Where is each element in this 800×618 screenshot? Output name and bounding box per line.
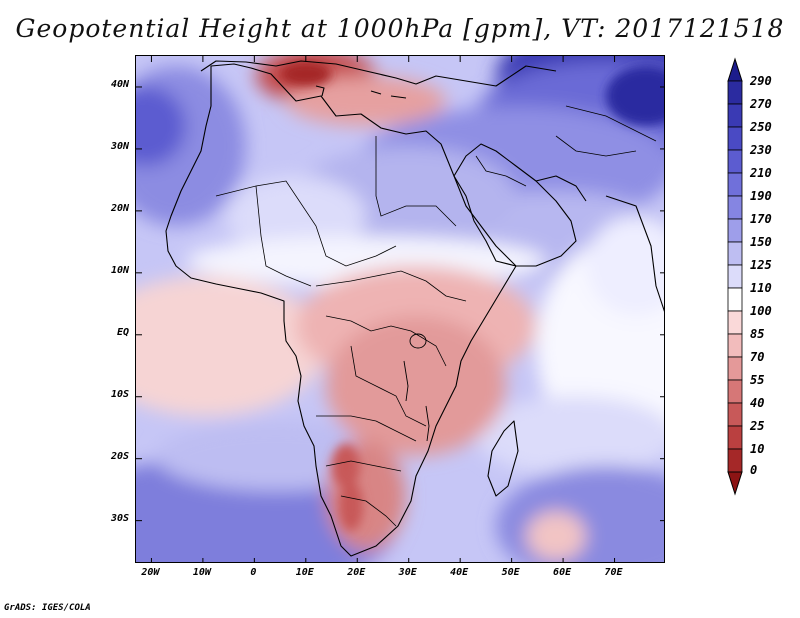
colorbar-bottom-arrow (727, 471, 743, 496)
africa-coastline (165, 63, 517, 557)
lon-tick-label: 20W (141, 567, 160, 578)
lon-tick-label: 70E (604, 567, 623, 578)
borders (215, 105, 657, 527)
colorbar-segment (727, 310, 743, 335)
field-blob (136, 86, 186, 166)
border-line (316, 415, 417, 442)
colorbar-segment (727, 379, 743, 404)
border-line (215, 180, 397, 267)
colorbar-segment (727, 287, 743, 312)
colorbar-label: 40 (750, 396, 764, 410)
border-line (375, 136, 457, 227)
chart-title: Geopotential Height at 1000hPa [gpm], VT… (15, 14, 785, 43)
colorbar-segment (727, 218, 743, 243)
colorbar-segment (727, 149, 743, 174)
colorbar-label: 250 (749, 120, 772, 134)
lon-tick-label: 40E (450, 567, 469, 578)
border-line (475, 155, 527, 187)
border-line (315, 270, 467, 302)
colorbar-label: 100 (750, 304, 772, 318)
colorbar-label: 150 (750, 235, 772, 249)
lon-tick-label: 60E (553, 567, 572, 578)
lon-tick-label: 10W (192, 567, 211, 578)
tick-marks (136, 56, 664, 562)
colorbar-segment (727, 448, 743, 473)
colorbar-label: 290 (749, 74, 772, 88)
field-core (606, 66, 664, 126)
europe-coastline (200, 60, 557, 87)
lat-tick-label: 10N (110, 264, 129, 276)
lon-tick-label: 20E (347, 567, 366, 578)
colorbar-label: 125 (750, 258, 772, 272)
lat-tick-label: 20N (110, 202, 129, 214)
arabia-coastline (453, 143, 577, 267)
field-blob (586, 216, 664, 316)
lat-tick-label: 30S (110, 512, 129, 524)
colorbar-label: 85 (750, 327, 764, 341)
border-line (325, 460, 402, 472)
colorbar-label: 230 (749, 143, 772, 157)
border-line (255, 185, 312, 287)
lon-tick-label: 50E (501, 567, 520, 578)
lat-tick-label: EQ (116, 326, 129, 338)
field-blob (326, 316, 506, 456)
colorbar: 2902702502302101901701501251101008570554… (727, 57, 772, 496)
colorbar-segment (727, 241, 743, 266)
field-blob (136, 276, 326, 416)
lake-tanganyika (403, 360, 409, 402)
colorbar-label: 10 (750, 442, 764, 456)
colorbar-segment (727, 80, 743, 105)
credit-text: GrADS: IGES/COLA (4, 603, 91, 613)
colorbar-label: 0 (750, 463, 757, 477)
colorbar-segment (727, 195, 743, 220)
colorbar-segment (727, 103, 743, 128)
colorbar-segment (727, 264, 743, 289)
lat-tick-label: 20S (110, 450, 129, 462)
field-core (281, 62, 331, 86)
colorbar-label: 210 (749, 166, 772, 180)
madagascar-coastline (487, 420, 519, 497)
border-line (350, 345, 427, 427)
colorbar-label: 190 (750, 189, 772, 203)
field-core (332, 444, 360, 488)
colorbar-segment (727, 425, 743, 450)
lon-tick-label: 0 (250, 567, 257, 578)
mediterranean-islands (315, 85, 407, 99)
india-coastline (605, 195, 664, 312)
colorbar-segment (727, 172, 743, 197)
map-panel (135, 55, 665, 563)
border-line (340, 495, 397, 527)
lat-tick-label: 40N (110, 78, 129, 90)
colorbar-segment (727, 402, 743, 427)
persian-gulf (535, 175, 587, 202)
lat-tick-label: 30N (110, 140, 129, 152)
colorbar-label: 110 (750, 281, 772, 295)
field-blob (476, 396, 664, 476)
lat-tick-label: 10S (110, 388, 129, 400)
coastlines (165, 60, 664, 557)
colorbar-label: 170 (750, 212, 772, 226)
colorbar-label: 270 (749, 97, 772, 111)
height-field (136, 56, 664, 562)
border-line (565, 105, 657, 142)
map-svg (136, 56, 664, 562)
colorbar-top-arrow (727, 57, 743, 82)
field-blob (286, 76, 446, 126)
colorbar-label: 70 (750, 350, 764, 364)
colorbar-segment (727, 333, 743, 358)
colorbar-label: 55 (750, 373, 764, 387)
lake-victoria (409, 333, 427, 349)
lake-malawi (425, 405, 430, 442)
lakes (403, 333, 430, 442)
border-line (555, 135, 637, 157)
colorbar-segment (727, 126, 743, 151)
colorbar-label: 25 (749, 419, 764, 433)
field-blob (526, 511, 586, 561)
lon-tick-label: 10E (295, 567, 314, 578)
border-line (325, 315, 447, 367)
colorbar-segment (727, 356, 743, 381)
lon-tick-label: 30E (398, 567, 417, 578)
field-core (339, 481, 363, 531)
